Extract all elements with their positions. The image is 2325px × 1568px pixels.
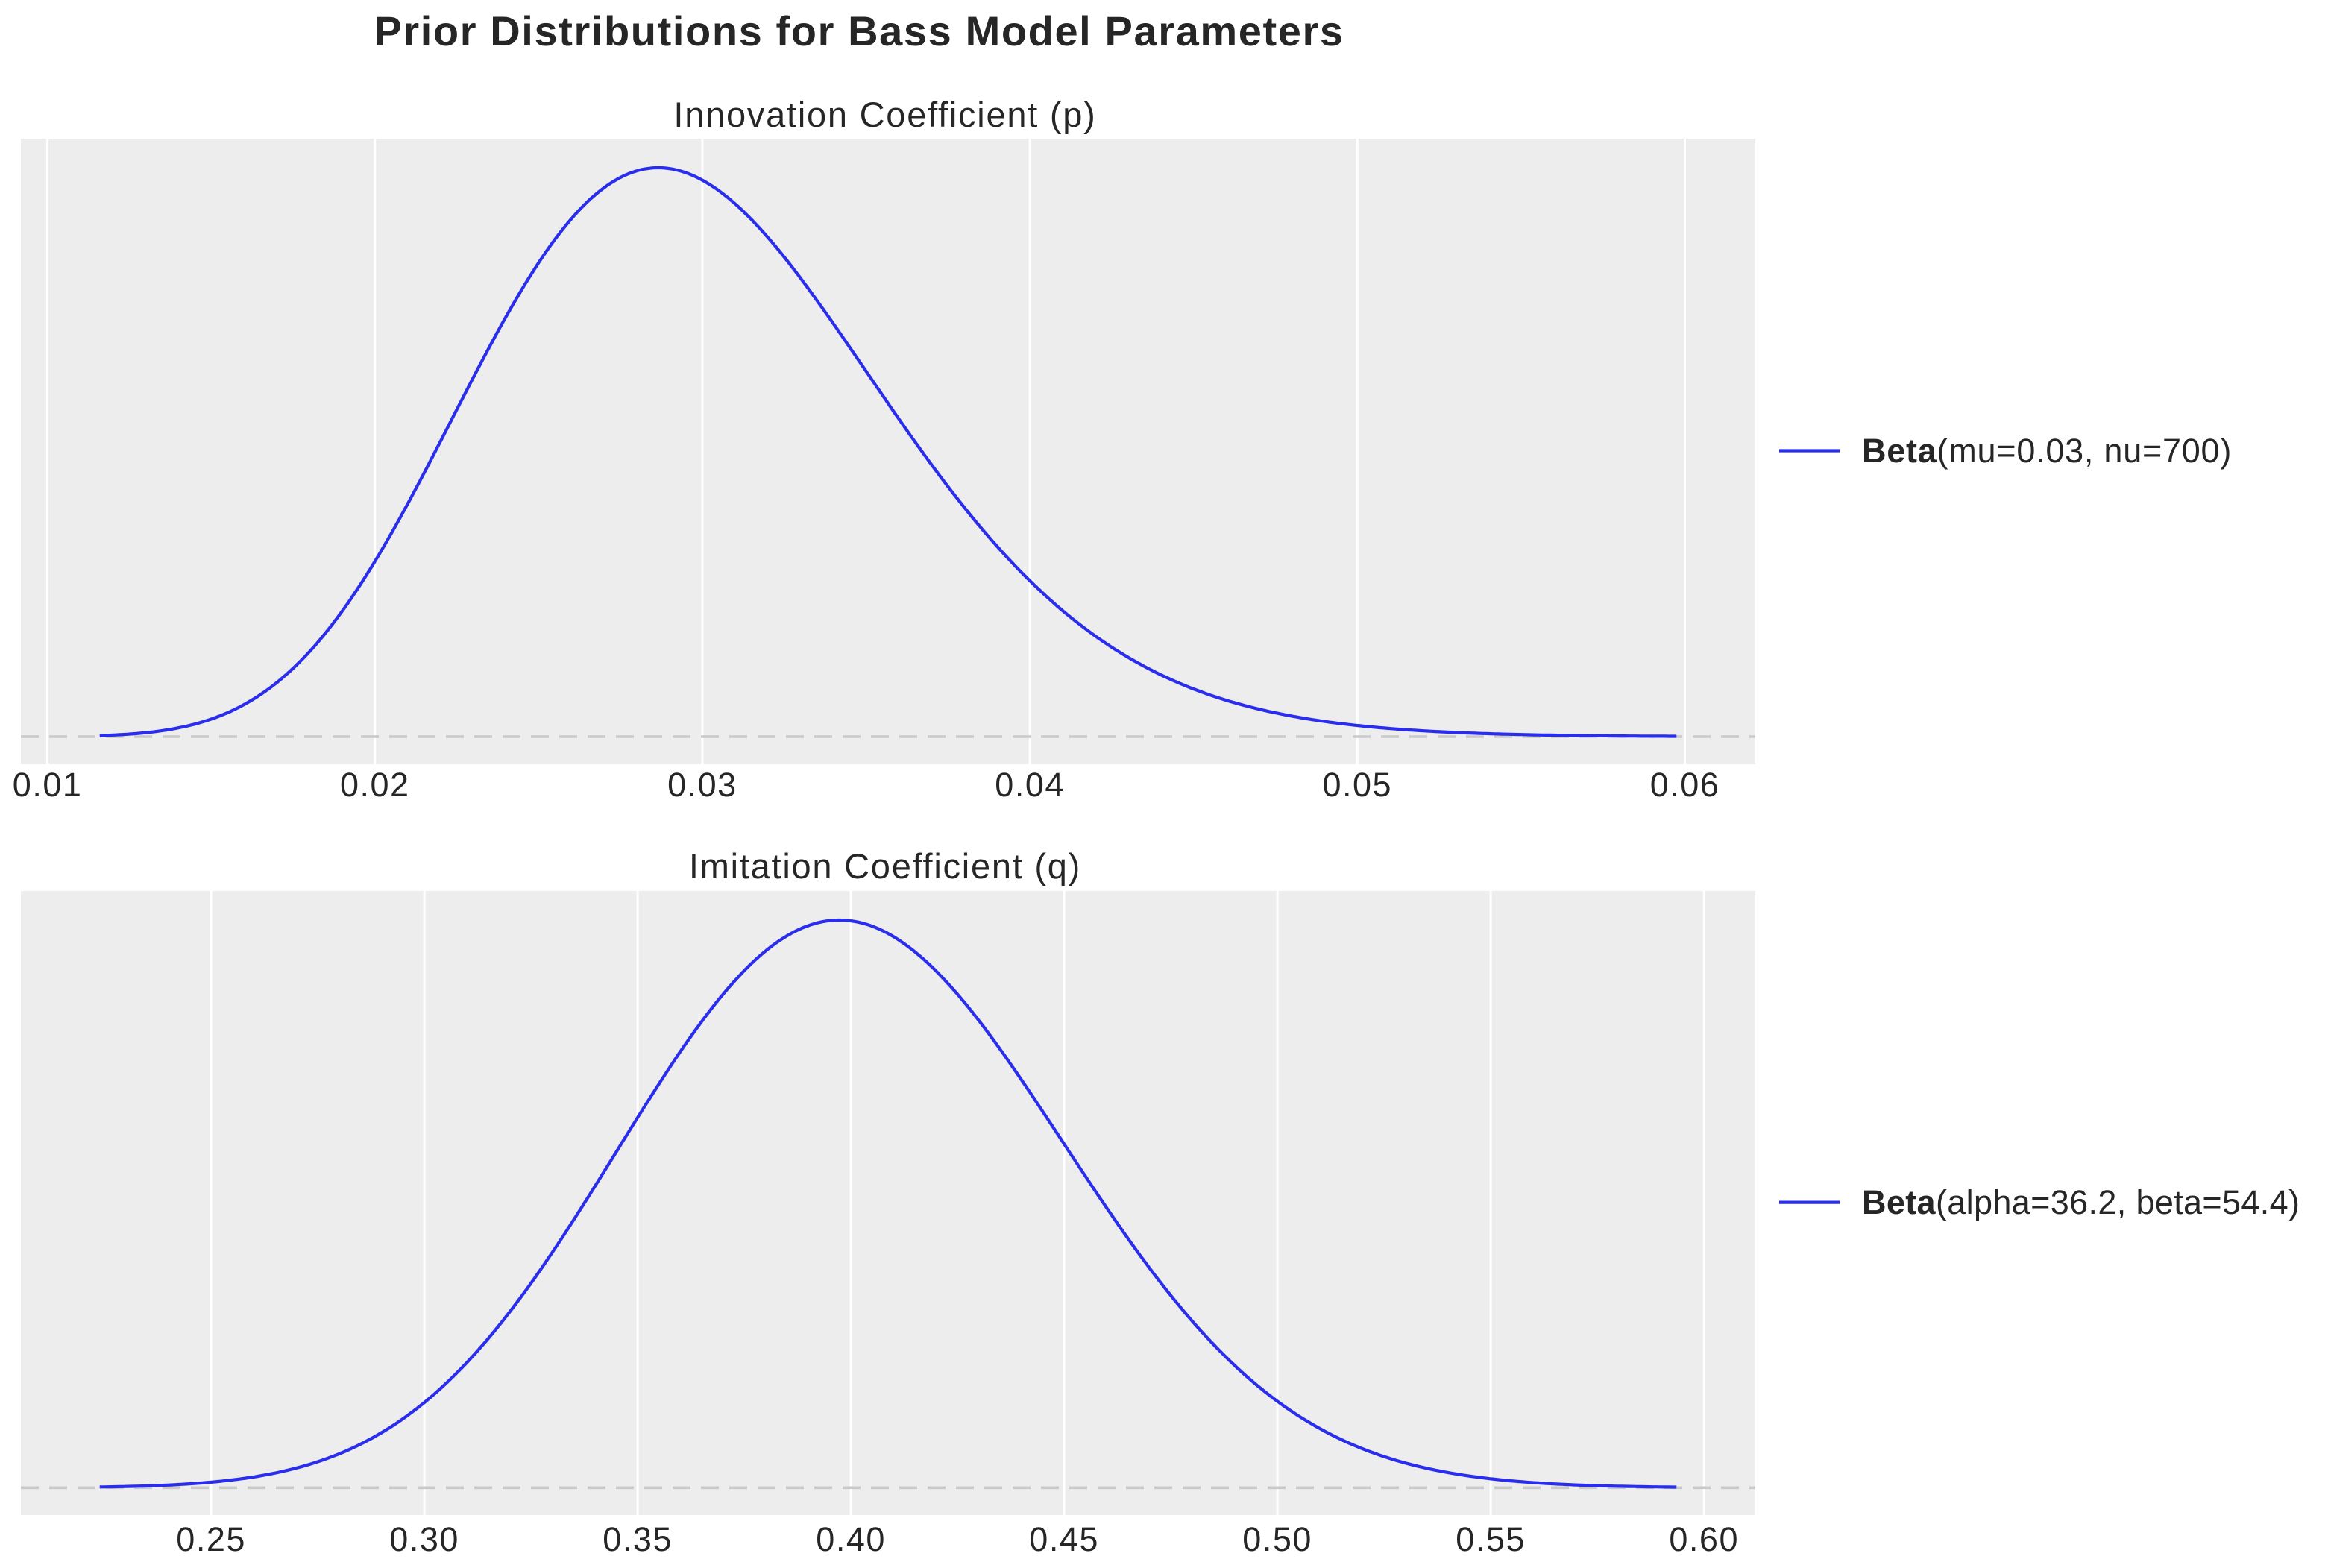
svg-text:0.02: 0.02 bbox=[340, 766, 410, 804]
svg-text:0.05: 0.05 bbox=[1323, 766, 1393, 804]
svg-text:0.60: 0.60 bbox=[1669, 1520, 1739, 1558]
svg-text:0.35: 0.35 bbox=[603, 1520, 673, 1558]
svg-text:0.45: 0.45 bbox=[1029, 1520, 1099, 1558]
svg-text:0.04: 0.04 bbox=[995, 766, 1065, 804]
svg-text:Beta(alpha=36.2, beta=54.4): Beta(alpha=36.2, beta=54.4) bbox=[1862, 1183, 2300, 1221]
svg-text:Prior Distributions for Bass M: Prior Distributions for Bass Model Param… bbox=[374, 7, 1344, 54]
svg-text:0.03: 0.03 bbox=[667, 766, 737, 804]
svg-text:0.06: 0.06 bbox=[1650, 766, 1720, 804]
svg-text:0.01: 0.01 bbox=[13, 766, 83, 804]
svg-text:Imitation Coefficient (q): Imitation Coefficient (q) bbox=[689, 846, 1081, 886]
svg-text:0.55: 0.55 bbox=[1456, 1520, 1526, 1558]
svg-text:0.40: 0.40 bbox=[816, 1520, 886, 1558]
svg-text:Beta(mu=0.03, nu=700): Beta(mu=0.03, nu=700) bbox=[1862, 432, 2232, 470]
svg-text:0.25: 0.25 bbox=[176, 1520, 246, 1558]
svg-text:0.30: 0.30 bbox=[389, 1520, 459, 1558]
svg-text:0.50: 0.50 bbox=[1242, 1520, 1312, 1558]
svg-text:Innovation Coefficient (p): Innovation Coefficient (p) bbox=[673, 95, 1096, 134]
